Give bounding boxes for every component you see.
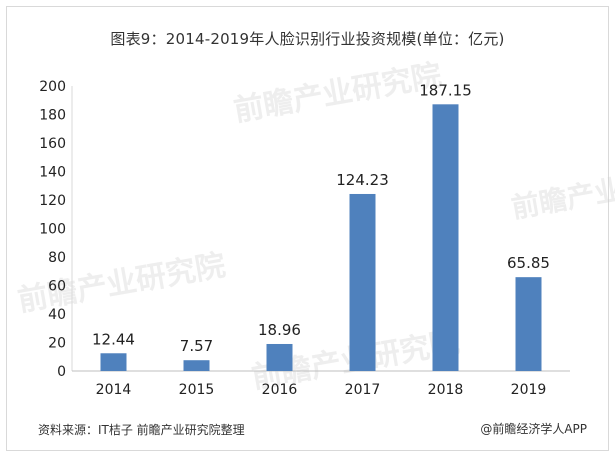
data-label: 124.23 — [336, 171, 389, 189]
data-label: 65.85 — [507, 254, 550, 272]
y-tick-label: 120 — [39, 193, 66, 209]
brand-note: @前瞻经济学人APP — [480, 420, 587, 437]
x-tick-label: 2015 — [179, 382, 215, 398]
y-tick-label: 0 — [57, 364, 66, 380]
x-tick-labels: 2014 2015 2016 2017 2018 2019 — [96, 382, 547, 398]
y-tick-label: 60 — [48, 279, 66, 295]
x-tick-label: 2018 — [428, 382, 464, 398]
data-label: 7.57 — [180, 337, 213, 355]
x-tick-label: 2014 — [96, 382, 132, 398]
source-note: 资料来源：IT桔子 前瞻产业研究院整理 — [38, 423, 245, 437]
brand-note-text: @前瞻经济学人APP — [480, 422, 587, 436]
y-tick-label: 180 — [39, 108, 66, 124]
y-tick-label: 40 — [48, 307, 66, 323]
data-label: 187.15 — [419, 81, 472, 99]
y-tick-label: 160 — [39, 136, 66, 152]
bar-2014 — [100, 353, 127, 371]
bar-2016 — [266, 343, 293, 371]
bars — [100, 104, 542, 371]
bar-2015 — [183, 360, 210, 371]
y-tick-labels: 0 20 40 60 80 100 120 140 160 180 200 — [39, 79, 66, 380]
x-tick-label: 2019 — [511, 382, 547, 398]
data-labels: 12.44 7.57 18.96 124.23 187.15 65.85 — [92, 81, 550, 355]
bar-2018 — [432, 104, 459, 371]
y-tick-label: 80 — [48, 250, 66, 266]
y-tick-label: 200 — [39, 79, 66, 95]
y-tick-label: 140 — [39, 165, 66, 181]
bar-2017 — [349, 193, 376, 371]
bar-2019 — [515, 277, 542, 371]
y-tick-label: 20 — [48, 336, 66, 352]
x-tick-label: 2017 — [345, 382, 381, 398]
data-label: 12.44 — [92, 330, 135, 348]
chart-frame — [6, 6, 609, 451]
y-tick-label: 100 — [39, 222, 66, 238]
x-tick-label: 2016 — [262, 382, 298, 398]
chart-title: 图表9：2014-2019年人脸识别行业投资规模(单位：亿元) — [110, 30, 505, 48]
data-label: 18.96 — [258, 321, 301, 339]
